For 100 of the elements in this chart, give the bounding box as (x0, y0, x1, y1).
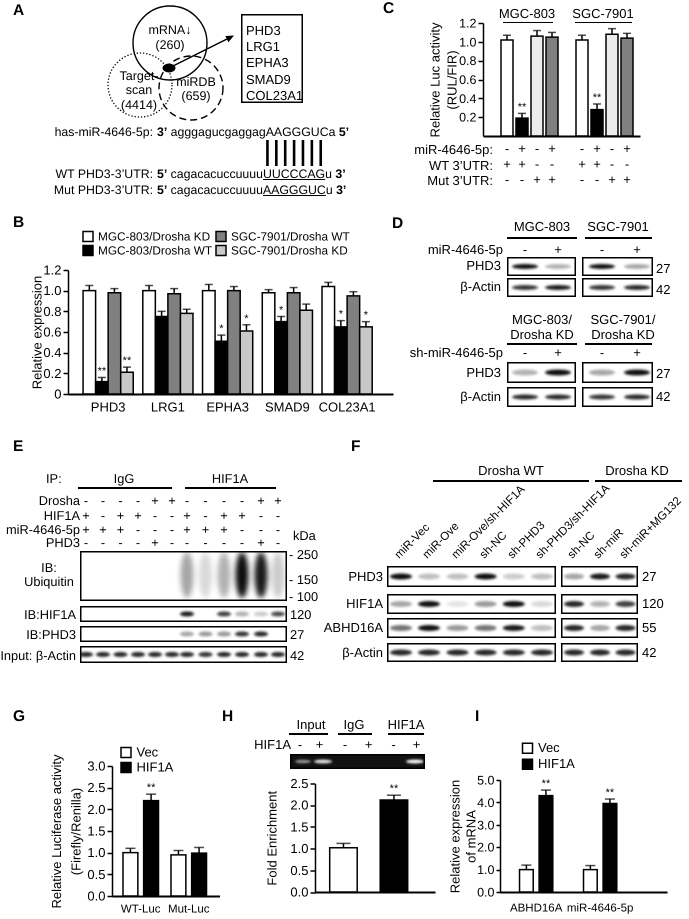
y-tick-label: 2.5 (290, 776, 308, 791)
text: + - + + - - + - + + - - (82, 508, 280, 522)
text: Input (296, 716, 326, 732)
y-tick-label: 3.0 (87, 758, 106, 774)
legend-label: Vec (538, 740, 560, 756)
text: SGC-7901 (572, 6, 634, 22)
legend-label: SGC-7901/Drosha WT (231, 230, 350, 244)
text: PHD3 (348, 568, 383, 584)
text: miR-4646-5p: (414, 142, 493, 158)
y-tick-label: 0.6 (43, 324, 62, 340)
x-tick-label: - + - (503, 141, 511, 187)
data-label: ** (518, 101, 527, 114)
legend-label: HIF1A (538, 756, 576, 772)
x-tick-label: + + - (518, 141, 526, 187)
text: + + + - - - + + + - - - (82, 522, 280, 536)
y-tick-label: 1.0 (477, 863, 495, 878)
text: HIF1A (44, 508, 80, 522)
x-tick-label: miR-4646-5p (566, 902, 634, 914)
text: mRNA↓ (260) (148, 23, 192, 52)
text: - - - - + - - - - - + - (84, 534, 280, 550)
text: Drosha (38, 493, 80, 508)
data-label: * (244, 312, 250, 325)
text: 120 (290, 606, 312, 622)
text: sh-miR-4646-5p (410, 345, 503, 361)
legend-label: HIF1A (136, 760, 174, 774)
text: HIF1A (346, 596, 383, 612)
x-tick-label: LRG1 (150, 400, 185, 414)
text: HIF1A (212, 470, 248, 486)
legend-label: SGC-7901/Drosha KD (231, 244, 348, 258)
text: IB:HIF1A (24, 606, 76, 622)
y-tick-label: 1.2 (43, 262, 62, 278)
y-tick-label: 0.0 (87, 888, 106, 904)
text: 120 (642, 596, 664, 612)
text: Mut 3’UTR: (427, 173, 493, 189)
text: miRDB (659) (176, 74, 216, 104)
text: IgG (344, 716, 364, 732)
text: F (351, 437, 360, 456)
y-axis-title: Relative Luciferase activity (Firefly/Renilla) (49, 754, 84, 908)
text: MGC-803 (514, 218, 570, 234)
text: SGC-7901 (587, 218, 649, 234)
text: u (326, 183, 333, 198)
data-label: ** (542, 778, 551, 790)
y-tick-label: 0.5 (87, 866, 106, 882)
text: 42 (656, 389, 670, 405)
data-label: ** (592, 92, 602, 104)
text: ABHD16A (324, 620, 383, 636)
chart-title: C (383, 0, 394, 18)
text: β-Actin (460, 389, 501, 405)
y-tick-label: 0.0 (290, 884, 308, 900)
text: 42 (656, 282, 670, 298)
text: u (325, 167, 332, 182)
data-label: ** (122, 355, 132, 368)
text: PHD3 (46, 534, 80, 550)
text: 42 (642, 644, 656, 660)
chart-title: B (13, 213, 24, 232)
legend-label: MGC-803/Drosha KD (98, 230, 210, 244)
y-tick-label: 0 (54, 386, 62, 402)
chart-title: H (222, 706, 234, 726)
x-tick-label: WT-Luc (120, 904, 161, 916)
text: 5’ (157, 183, 168, 198)
x-tick-label: - - + (608, 141, 616, 187)
y-tick-label: 0.8 (459, 54, 477, 68)
y-tick-label: 3.0 (477, 818, 495, 832)
text: IP: (46, 470, 62, 486)
x-tick-label: COL23A1 (318, 400, 376, 414)
y-tick-label: 0.0 (477, 886, 495, 900)
text: IB: Ubiquitin (24, 560, 74, 590)
text: PHD3 (466, 258, 501, 274)
text: WT PHD3-3’UTR: (56, 167, 153, 182)
y-tick-label: 0.2 (43, 366, 62, 381)
y-axis-title: Fold Enrichment (264, 790, 280, 886)
y-tick-label: 1.2 (459, 16, 477, 30)
legend-label: Vec (136, 744, 159, 760)
x-tick-label: + - + (548, 141, 556, 187)
text: - + - + (522, 345, 641, 360)
chart-title: G (13, 706, 26, 726)
text: 27 (656, 261, 670, 277)
text: 55 (642, 620, 656, 636)
y-tick-label: 2.0 (290, 798, 308, 813)
data-label: ** (146, 782, 156, 794)
x-tick-label: - + - (578, 141, 586, 187)
text: agggagucgaggagAAGGGUCa (170, 124, 336, 140)
text: Drosha WT (478, 462, 544, 478)
text: has-miR-4646-5p: (54, 124, 153, 140)
text: 5’ (338, 124, 350, 140)
text: WT 3’UTR: (428, 158, 493, 174)
text: A (13, 0, 24, 20)
y-tick-label: 0.4 (459, 92, 477, 106)
x-tick-label: + - + (623, 141, 631, 187)
text: 3’ (157, 124, 168, 140)
y-tick-label: 0.4 (43, 345, 62, 360)
text: Input: β-Actin (0, 648, 76, 662)
text: miR-4646-5p (6, 522, 80, 536)
text: - 150 (289, 572, 318, 586)
y-tick-label: 0.8 (43, 304, 62, 319)
y-tick-label: 0.5 (290, 862, 308, 878)
text: miR-4646-5p (428, 242, 503, 258)
y-tick-label: 1.5 (87, 824, 106, 838)
x-tick-label: ABHD16A (510, 902, 563, 914)
chart-title: I (475, 706, 480, 726)
